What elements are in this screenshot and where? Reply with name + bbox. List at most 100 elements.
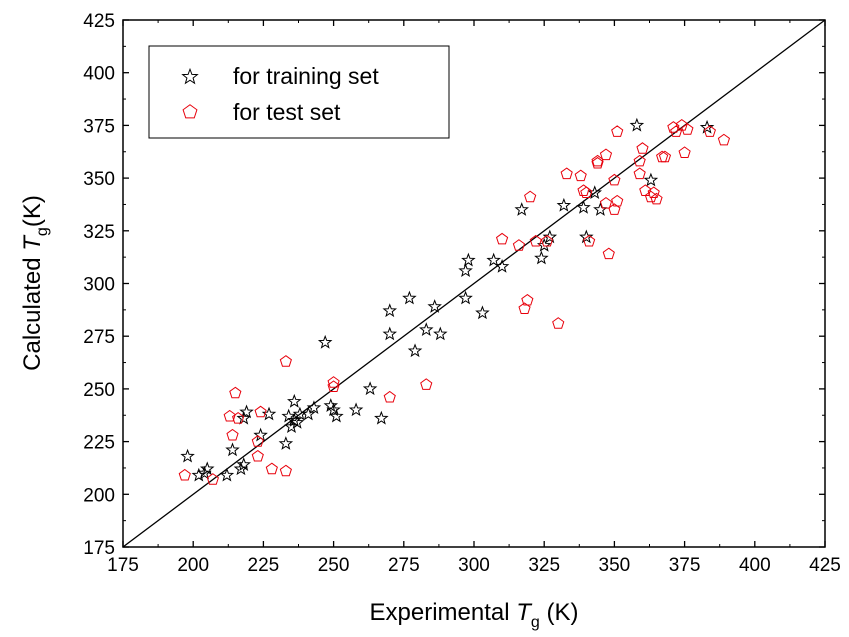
data-point-training — [191, 467, 207, 482]
data-point-test — [703, 125, 716, 137]
ticks-layer: 175 200 225 250 275 300 325 350 375 400 425 175 200 2… — [83, 11, 841, 576]
data-point-training — [317, 334, 333, 349]
data-point-training — [458, 263, 473, 278]
data-point-training — [419, 322, 434, 337]
x-tick-label: 250 — [318, 555, 350, 576]
y-tick-label: 375 — [83, 116, 115, 137]
data-point-test — [232, 411, 245, 424]
data-point-training — [514, 202, 529, 216]
x-tick-label: 350 — [599, 555, 631, 576]
data-point-test — [650, 192, 663, 205]
data-point-training — [180, 448, 195, 463]
data-point-test — [420, 378, 433, 390]
data-point-test — [608, 173, 621, 186]
x-axis-label-subscript: g — [531, 614, 540, 631]
data-point-training — [233, 461, 249, 476]
series-training — [180, 117, 715, 482]
data-point-test — [636, 142, 649, 154]
legend-pentagon-marker — [182, 104, 198, 119]
data-point-test — [667, 121, 680, 133]
y-tick-label: 350 — [83, 169, 115, 190]
data-point-test — [717, 133, 731, 146]
data-point-training — [579, 229, 594, 244]
legend-pentagon-icon — [182, 104, 198, 119]
y-axis-label-suffix: (K) — [19, 195, 46, 227]
data-point-training — [461, 252, 476, 267]
legend-label-test: for test set — [233, 99, 341, 125]
data-point-test — [383, 390, 396, 403]
data-point-training — [374, 410, 389, 425]
data-point-training — [402, 290, 417, 305]
x-axis-label-suffix: (K) — [540, 599, 579, 626]
data-point-test — [678, 146, 691, 158]
data-point-training — [329, 408, 344, 423]
data-point-training — [629, 117, 645, 132]
data-point-test — [223, 409, 236, 422]
x-tick-label: 225 — [248, 555, 280, 576]
x-tick-label: 400 — [739, 555, 771, 576]
data-point-training — [289, 414, 305, 429]
data-point-training — [699, 119, 715, 134]
data-point-training — [278, 436, 294, 450]
data-point-test — [580, 186, 593, 199]
y-tick-label: 400 — [83, 64, 115, 85]
data-point-training — [284, 419, 299, 434]
data-point-test — [599, 196, 613, 209]
data-point-test — [495, 232, 509, 245]
data-point-training — [556, 197, 572, 212]
y-axis-label-prefix: Calculated — [19, 251, 46, 371]
data-point-test — [552, 317, 565, 329]
data-point-training — [348, 402, 364, 417]
data-point-test — [254, 405, 267, 418]
y-axis-label: Calculated Tg(K) — [19, 195, 51, 371]
data-point-training — [643, 172, 659, 187]
data-point-training — [494, 259, 510, 273]
y-axis-label-subscript: g — [34, 227, 51, 236]
data-point-test — [647, 186, 660, 199]
data-point-training — [239, 404, 254, 419]
data-point-training — [225, 442, 240, 457]
data-point-training — [301, 406, 316, 421]
data-point-test — [529, 234, 542, 247]
data-point-test — [577, 184, 590, 196]
reference-line-y-equals-x — [122, 19, 826, 548]
data-point-training — [219, 467, 235, 482]
x-tick-label: 275 — [388, 555, 420, 576]
data-point-test — [226, 428, 239, 441]
y-tick-label: 225 — [83, 433, 115, 454]
data-point-test — [251, 449, 264, 462]
data-point-test — [265, 462, 278, 475]
data-point-test — [583, 234, 596, 247]
x-axis-label: Experimental Tg (K) — [370, 599, 579, 631]
y-tick-label: 200 — [83, 485, 115, 506]
reference-line-layer — [122, 19, 826, 548]
y-tick-label: 250 — [83, 380, 115, 401]
data-point-test — [644, 190, 658, 203]
data-point-test — [229, 386, 242, 399]
legend-star-icon — [181, 67, 199, 85]
data-point-test — [633, 167, 646, 180]
data-point-training — [306, 400, 322, 415]
data-point-training — [236, 410, 251, 425]
data-point-training — [542, 229, 558, 244]
data-point-test — [560, 167, 573, 180]
data-point-training — [407, 343, 423, 358]
x-tick-label: 375 — [669, 555, 701, 576]
data-point-test — [178, 468, 191, 481]
data-point-test — [327, 376, 340, 388]
data-point-test — [279, 355, 292, 367]
x-tick-label: 175 — [107, 555, 139, 576]
data-point-test — [670, 125, 683, 137]
data-point-training — [576, 199, 591, 214]
data-point-training — [382, 303, 398, 318]
data-point-training — [362, 381, 378, 396]
data-point-test — [574, 169, 587, 182]
legend-label-training: for training set — [233, 63, 379, 89]
y-tick-label: 425 — [83, 11, 115, 32]
x-tick-label: 300 — [458, 555, 490, 576]
legend-box — [148, 45, 450, 139]
x-axis-label-prefix: Experimental — [370, 599, 517, 626]
legend-star-marker — [181, 67, 199, 85]
data-point-training — [458, 290, 473, 305]
